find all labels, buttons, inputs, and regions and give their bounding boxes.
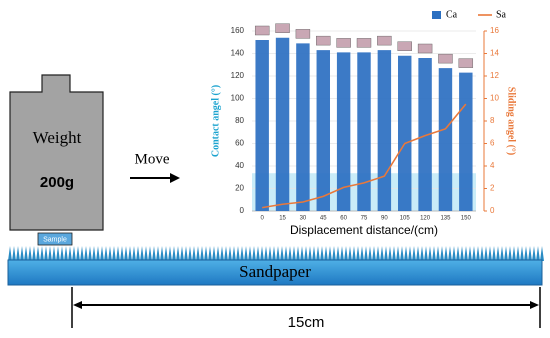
y2-tick-label: 14 bbox=[490, 49, 499, 58]
droplet-photo bbox=[275, 23, 290, 33]
y-tick-label: 120 bbox=[231, 71, 245, 80]
sandpaper bbox=[7, 259, 543, 286]
droplet-photo bbox=[356, 38, 372, 48]
bar bbox=[398, 55, 412, 211]
y2-tick-label: 4 bbox=[490, 161, 495, 170]
y-tick-label: 20 bbox=[235, 184, 244, 193]
x-tick-label: 30 bbox=[300, 216, 307, 222]
grit bbox=[8, 246, 544, 261]
x-tick-label: 45 bbox=[320, 216, 327, 222]
droplet-photo bbox=[438, 53, 453, 64]
droplet-photo bbox=[336, 38, 351, 48]
droplet-photo bbox=[295, 29, 311, 39]
sample bbox=[37, 232, 73, 246]
weight-label: Weight bbox=[33, 128, 82, 147]
droplet-photo bbox=[254, 25, 270, 36]
y2-tick-label: 6 bbox=[490, 139, 495, 148]
bar bbox=[255, 40, 269, 211]
move-label: Move bbox=[135, 151, 170, 167]
sample-label: Sample bbox=[43, 236, 67, 243]
y-tick-label: 140 bbox=[231, 49, 245, 58]
bar bbox=[316, 50, 330, 211]
x-tick-label: 90 bbox=[381, 216, 388, 222]
droplet-photo bbox=[397, 41, 412, 51]
droplet-photo bbox=[377, 35, 392, 46]
x-axis-title: Displacement distance/(cm) bbox=[290, 223, 438, 237]
bar bbox=[275, 37, 290, 211]
bar bbox=[438, 68, 453, 211]
x-tick-label: 15 bbox=[279, 216, 286, 222]
x-tick-label: 135 bbox=[440, 216, 451, 222]
y-tick-label: 80 bbox=[235, 116, 244, 125]
legend-label: Sa bbox=[496, 9, 507, 20]
y2-tick-label: 2 bbox=[490, 184, 495, 193]
bar bbox=[459, 72, 473, 211]
x-tick-label: 75 bbox=[361, 216, 368, 222]
y2-axis-title: Sliding angel (°) bbox=[506, 87, 517, 155]
x-tick-label: 150 bbox=[461, 216, 472, 222]
sandpaper-grit bbox=[8, 246, 544, 261]
y2-tick-label: 8 bbox=[490, 116, 495, 125]
mass-label: 200g bbox=[40, 174, 74, 191]
weight bbox=[9, 74, 104, 231]
y-tick-label: 100 bbox=[231, 94, 245, 103]
move-arrow-head bbox=[170, 173, 180, 183]
y-tick-label: 0 bbox=[240, 206, 245, 215]
y-tick-label: 160 bbox=[231, 26, 245, 35]
bar bbox=[418, 58, 432, 211]
legend-label: Ca bbox=[446, 9, 458, 20]
distance-label: 15cm bbox=[288, 314, 325, 331]
bar bbox=[336, 52, 351, 211]
droplet-photo bbox=[316, 35, 331, 46]
bar bbox=[377, 50, 392, 211]
y-tick-label: 60 bbox=[235, 139, 244, 148]
x-tick-label: 60 bbox=[340, 216, 347, 222]
y2-tick-label: 0 bbox=[490, 206, 495, 215]
sandpaper-label: Sandpaper bbox=[239, 262, 311, 281]
bar bbox=[357, 52, 371, 211]
chart: 0 20 40 60 80 100 120 140 160 0 2 4 6 8 10 12 14 16 Contac… bbox=[210, 9, 516, 237]
y-tick-label: 40 bbox=[235, 161, 244, 170]
x-tick-label: 105 bbox=[400, 216, 411, 222]
droplet-photo bbox=[417, 43, 433, 54]
y2-tick-label: 16 bbox=[490, 26, 499, 35]
y2-tick-label: 12 bbox=[490, 71, 499, 80]
x-tick-label: 0 bbox=[261, 216, 265, 222]
x-tick-label: 120 bbox=[420, 216, 431, 222]
droplet-photo bbox=[458, 58, 474, 68]
bar bbox=[296, 43, 310, 211]
y-axis-title: Contact angel (°) bbox=[210, 85, 221, 157]
line bbox=[262, 103, 467, 209]
legend-swatch bbox=[432, 11, 441, 19]
y2-tick-label: 10 bbox=[490, 94, 499, 103]
